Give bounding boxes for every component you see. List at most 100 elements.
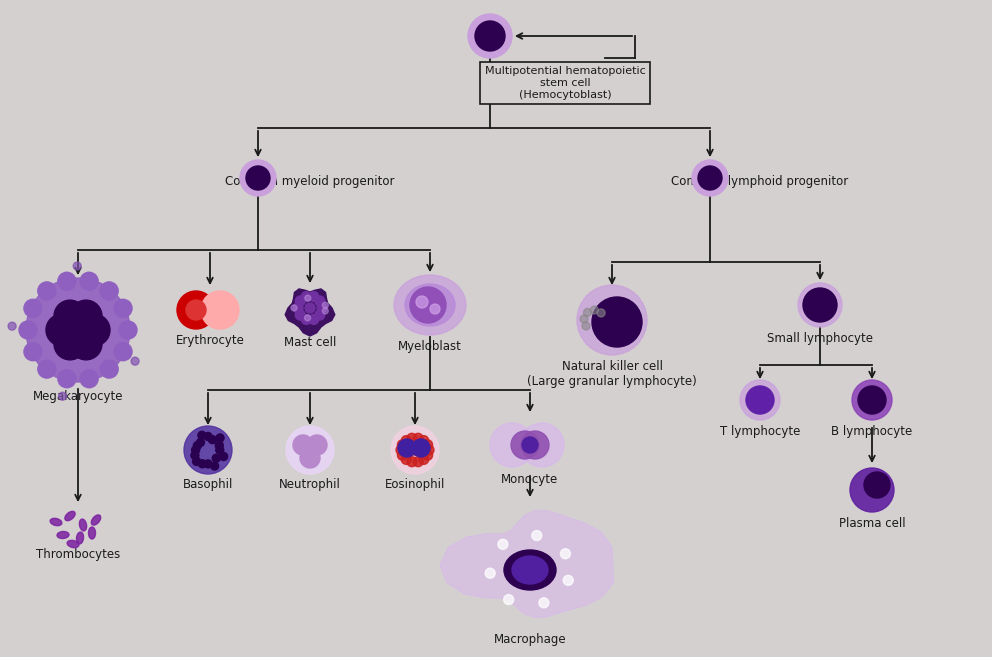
- Circle shape: [522, 437, 538, 453]
- Ellipse shape: [88, 527, 95, 539]
- Circle shape: [54, 300, 86, 332]
- Ellipse shape: [512, 556, 548, 584]
- Circle shape: [410, 445, 420, 455]
- Polygon shape: [440, 510, 613, 618]
- Circle shape: [240, 160, 276, 196]
- Circle shape: [582, 322, 590, 330]
- Ellipse shape: [57, 532, 69, 539]
- Circle shape: [114, 300, 132, 317]
- Circle shape: [396, 445, 406, 455]
- Circle shape: [198, 460, 206, 468]
- Circle shape: [850, 468, 894, 512]
- Circle shape: [19, 321, 37, 339]
- Text: Neutrophil: Neutrophil: [279, 478, 341, 491]
- Circle shape: [296, 310, 306, 320]
- Circle shape: [114, 343, 132, 361]
- Circle shape: [490, 423, 534, 467]
- Circle shape: [293, 303, 303, 313]
- Ellipse shape: [64, 511, 75, 521]
- Circle shape: [305, 315, 310, 321]
- Circle shape: [24, 300, 42, 317]
- Circle shape: [100, 282, 118, 300]
- Circle shape: [196, 438, 204, 447]
- Ellipse shape: [76, 532, 83, 544]
- Circle shape: [24, 343, 42, 361]
- Text: Thrombocytes: Thrombocytes: [36, 548, 120, 561]
- Circle shape: [8, 322, 16, 330]
- Circle shape: [191, 446, 199, 454]
- Circle shape: [70, 328, 102, 360]
- Text: Mast cell: Mast cell: [284, 336, 336, 349]
- Circle shape: [413, 434, 424, 443]
- Circle shape: [186, 300, 206, 320]
- Circle shape: [309, 315, 318, 325]
- Ellipse shape: [405, 284, 455, 326]
- Circle shape: [485, 568, 495, 578]
- Circle shape: [419, 455, 429, 464]
- Circle shape: [322, 302, 328, 308]
- Circle shape: [532, 530, 542, 541]
- Circle shape: [317, 303, 327, 313]
- Circle shape: [302, 315, 311, 325]
- Text: Small lymphocyte: Small lymphocyte: [767, 332, 873, 345]
- Circle shape: [314, 310, 324, 320]
- Circle shape: [740, 380, 780, 420]
- Circle shape: [590, 306, 598, 314]
- Circle shape: [184, 426, 232, 474]
- Circle shape: [210, 462, 218, 470]
- Circle shape: [131, 357, 139, 365]
- Polygon shape: [286, 289, 334, 336]
- Circle shape: [410, 287, 446, 323]
- Circle shape: [80, 370, 98, 388]
- Circle shape: [62, 314, 94, 346]
- Circle shape: [852, 380, 892, 420]
- Circle shape: [307, 435, 327, 455]
- Circle shape: [423, 440, 433, 450]
- Text: Multipotential hematopoietic
stem cell
(Hemocytoblast): Multipotential hematopoietic stem cell (…: [485, 66, 646, 100]
- Text: Monocyte: Monocyte: [501, 473, 558, 486]
- Circle shape: [407, 457, 417, 466]
- Circle shape: [416, 296, 428, 308]
- Circle shape: [583, 308, 591, 317]
- Circle shape: [468, 14, 512, 58]
- Circle shape: [402, 436, 412, 445]
- Circle shape: [398, 439, 416, 457]
- Ellipse shape: [394, 275, 466, 335]
- Circle shape: [423, 450, 433, 460]
- Circle shape: [798, 283, 842, 327]
- Circle shape: [424, 445, 434, 455]
- Circle shape: [204, 432, 212, 440]
- Circle shape: [193, 442, 201, 449]
- Text: Plasma cell: Plasma cell: [838, 517, 906, 530]
- Circle shape: [216, 446, 224, 454]
- Circle shape: [803, 288, 837, 322]
- Circle shape: [26, 278, 130, 382]
- Circle shape: [305, 303, 315, 313]
- Circle shape: [412, 439, 430, 457]
- Circle shape: [563, 576, 573, 585]
- Text: Eosinophil: Eosinophil: [385, 478, 445, 491]
- Circle shape: [215, 442, 223, 449]
- Circle shape: [198, 431, 206, 440]
- Circle shape: [286, 426, 334, 474]
- Circle shape: [70, 300, 102, 332]
- Ellipse shape: [79, 519, 86, 531]
- Circle shape: [58, 370, 75, 388]
- Text: T lymphocyte: T lymphocyte: [720, 425, 801, 438]
- Circle shape: [73, 262, 81, 270]
- Circle shape: [858, 386, 886, 414]
- Text: Common myeloid progenitor: Common myeloid progenitor: [225, 175, 395, 187]
- Circle shape: [291, 305, 297, 311]
- Ellipse shape: [91, 515, 101, 525]
- Circle shape: [314, 296, 324, 306]
- Circle shape: [302, 292, 311, 302]
- Circle shape: [521, 431, 549, 459]
- Circle shape: [190, 451, 199, 459]
- Circle shape: [208, 436, 216, 443]
- Circle shape: [692, 160, 728, 196]
- Ellipse shape: [51, 518, 62, 526]
- Circle shape: [204, 460, 212, 468]
- Circle shape: [58, 272, 75, 290]
- Circle shape: [430, 304, 440, 314]
- Circle shape: [192, 457, 200, 465]
